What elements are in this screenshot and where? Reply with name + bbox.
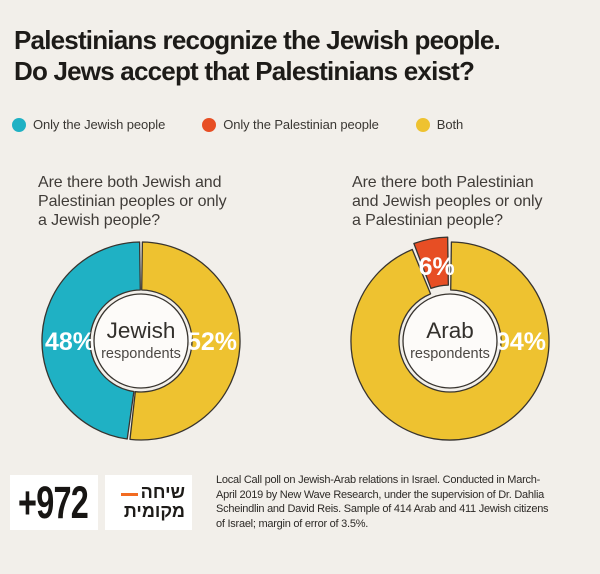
legend-item-only-jewish: Only the Jewish people	[12, 117, 165, 132]
chart-question-arab: Are there both Palestinian and Jewish pe…	[352, 173, 600, 230]
legend-item-both: Both	[415, 117, 464, 132]
source-line: Scheindlin and David Reis. Sample of 414…	[216, 503, 549, 516]
yellow-dot-icon	[415, 117, 430, 132]
legend-label: Only the Jewish people	[33, 117, 166, 132]
source-attribution: Local Call poll on Jewish-Arab relations…	[216, 473, 549, 531]
donut-slice-only-the-jewish-people	[41, 241, 141, 440]
local-call-logo: שיחה מקומית	[105, 475, 192, 530]
legend: Only the Jewish people Only the Palestin…	[12, 117, 600, 132]
donut-center-label-main: Jewish	[107, 318, 176, 343]
local-call-line2: מקומית	[105, 501, 185, 521]
source-line: Local Call poll on Jewish-Arab relations…	[216, 474, 541, 486]
donut-center-label-main: Arab	[426, 318, 474, 343]
chart-question-jewish: Are there both Jewish and Palestinian pe…	[38, 173, 300, 230]
red-dot-icon	[202, 117, 217, 132]
donut-center-circle	[402, 293, 498, 389]
teal-dot-icon	[12, 117, 26, 132]
jewish-respondents-chart-block: Are there both Jewish and Palestinian pe…	[0, 173, 300, 446]
donut-slice-both	[129, 241, 241, 441]
donut-slice-both	[350, 241, 550, 441]
orange-dash-icon	[120, 493, 138, 496]
slice-percent-label: 6%	[419, 253, 455, 281]
question-line: Are there both Jewish and	[38, 174, 222, 191]
legend-label: Both	[436, 117, 464, 132]
page-title-line1: Palestinians recognize the Jewish people…	[14, 25, 501, 55]
question-line: a Jewish people?	[38, 212, 161, 229]
donut-chart-jewish-respondents: 52% 48% Jewish respondents	[41, 241, 241, 441]
charts-row: Are there both Jewish and Palestinian pe…	[0, 173, 600, 446]
question-line: Are there both Palestinian	[352, 174, 534, 191]
footer: +972 שיחה מקומית Local Call poll on Jewi…	[10, 473, 600, 531]
local-call-hebrew-text: שיחה	[140, 482, 185, 502]
donut-center-label-sub: respondents	[410, 346, 490, 362]
slice-percent-label: 94%	[496, 328, 546, 356]
question-line: a Palestinian people?	[352, 212, 503, 229]
page-title: Palestinians recognize the Jewish people…	[14, 25, 600, 87]
donut-slice-only-the-palestinian-people	[413, 236, 449, 290]
legend-label: Only the Palestinian people	[223, 117, 379, 132]
slice-percent-label: 48%	[45, 328, 95, 356]
arab-respondents-chart-block: Are there both Palestinian and Jewish pe…	[300, 173, 600, 446]
donut-center-label-sub: respondents	[101, 346, 181, 362]
question-line: and Jewish peoples or only	[352, 193, 543, 210]
page-title-line2: Do Jews accept that Palestinians exist?	[14, 56, 475, 86]
local-call-hebrew-text: מקומית	[123, 501, 185, 521]
plus972-logo-text: +972	[18, 476, 89, 528]
local-call-line1: שיחה	[105, 483, 185, 501]
question-line: Palestinian peoples or only	[38, 193, 227, 210]
legend-item-only-palestinian: Only the Palestinian people	[202, 117, 379, 132]
donut-center-circle	[93, 293, 189, 389]
donut-chart-arab-respondents: 94% 6% Arab respondents	[350, 236, 550, 441]
source-line: of Israel; margin of error of 3.5%.	[216, 517, 369, 530]
slice-percent-label: 52%	[187, 328, 237, 356]
plus972-logo: +972	[10, 475, 98, 530]
source-line: April 2019 by New Wave Research, under t…	[216, 488, 545, 501]
